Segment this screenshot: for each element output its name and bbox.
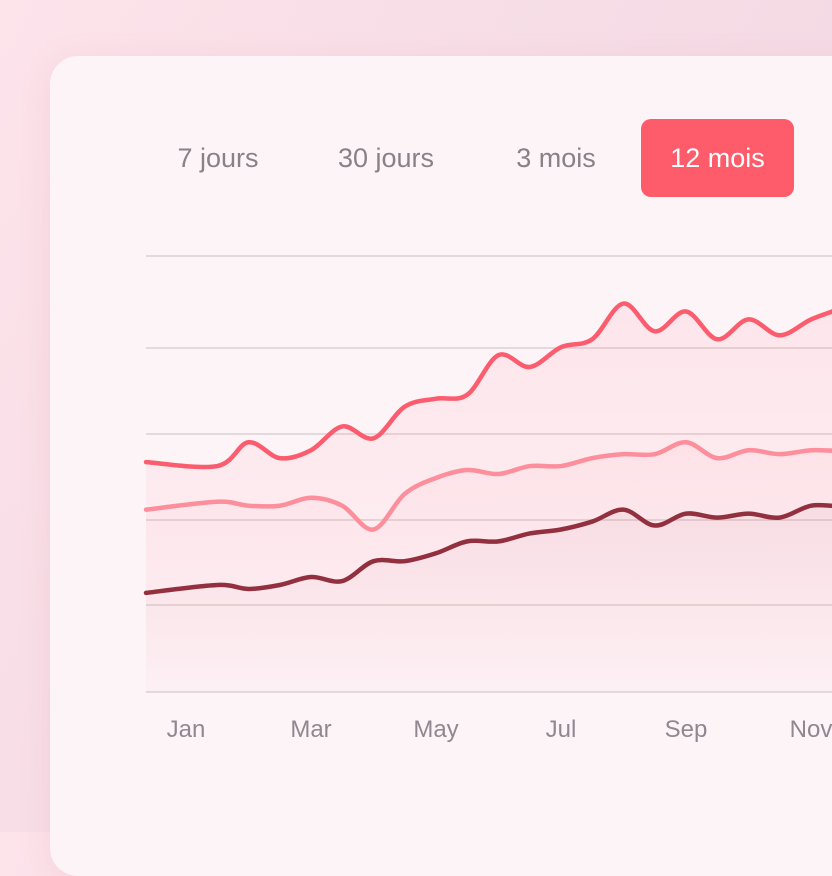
line-chart: Jan Mar May Jul Sep Nov	[143, 255, 832, 743]
x-tick-label: Jul	[546, 716, 577, 743]
series-bottom-line	[143, 502, 832, 596]
tab-3-months[interactable]: 3 mois	[516, 143, 596, 173]
x-tick-label: May	[413, 716, 458, 743]
x-tick-label: Jan	[167, 716, 206, 743]
x-axis-ticks: Jan Mar May Jul Sep Nov	[167, 716, 832, 743]
series-areas	[146, 303, 832, 692]
x-tick-label: Sep	[665, 716, 708, 743]
series-middle-line	[143, 440, 832, 532]
chart-card: 7 jours 30 jours 3 mois 12 mois Jan Mar Ma…	[50, 56, 832, 876]
x-tick-label: Nov	[790, 716, 832, 743]
x-tick-label: Mar	[290, 716, 331, 743]
tab-12-months[interactable]: 12 mois	[641, 119, 794, 197]
series-lines	[143, 301, 832, 596]
tab-7-days[interactable]: 7 jours	[177, 143, 259, 173]
series-bottom-area	[146, 505, 832, 692]
tab-30-days[interactable]: 30 jours	[337, 143, 435, 173]
series-top-line	[143, 301, 832, 470]
